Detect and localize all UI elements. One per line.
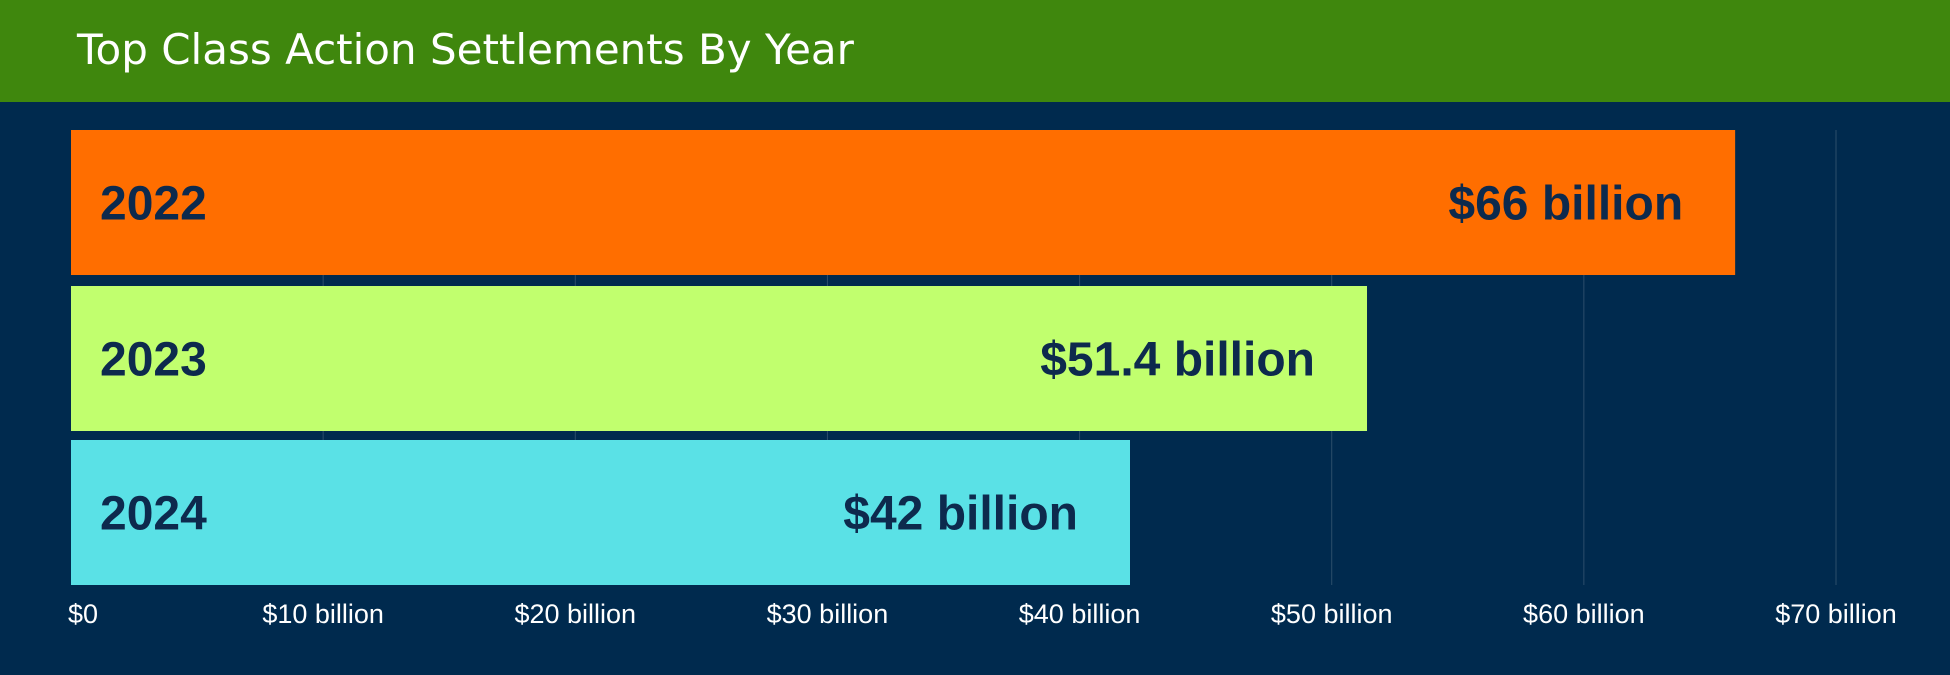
x-tick-label: $20 billion (514, 599, 636, 629)
x-tick-label: $70 billion (1775, 599, 1897, 629)
x-tick-label: $50 billion (1271, 599, 1393, 629)
category-label: 2023 (100, 334, 207, 387)
x-tick-label: $60 billion (1523, 599, 1645, 629)
value-label: $42 billion (843, 488, 1078, 541)
bar-2022 (71, 130, 1736, 275)
value-label: $66 billion (1448, 178, 1683, 231)
category-label: 2024 (100, 488, 207, 541)
value-label: $51.4 billion (1040, 334, 1315, 387)
chart-header: Top Class Action Settlements By Year (0, 0, 1950, 102)
x-tick-label: $40 billion (1019, 599, 1141, 629)
category-label: 2022 (100, 178, 207, 231)
bar-2024 (71, 440, 1130, 585)
bar-2023 (71, 286, 1368, 431)
x-tick-label: $0 (68, 599, 98, 629)
chart-title: Top Class Action Settlements By Year (77, 25, 854, 74)
x-tick-label: $30 billion (767, 599, 889, 629)
x-tick-label: $10 billion (262, 599, 384, 629)
